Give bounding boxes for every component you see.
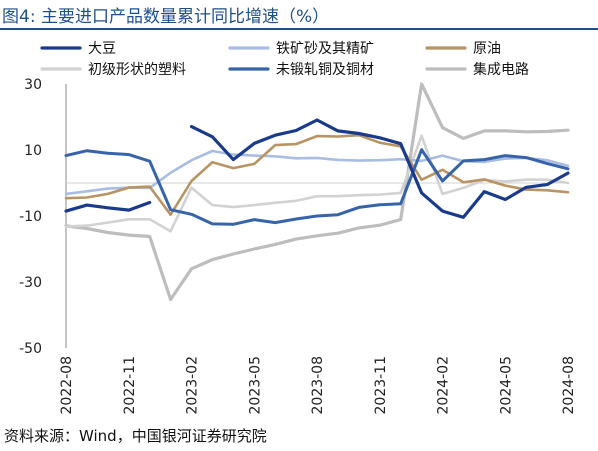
title-text: 主要进口产品数量累计同比增速（%） [40,7,330,27]
axes: 30 10 -10 -30 -50 2022-08 2022-11 2023-02 2023-0… [19,77,577,415]
x-tick-label: 2023-02 [185,356,201,415]
x-tick-label: 2024-08 [561,356,577,415]
x-tick-label: 2023-05 [247,356,263,415]
series-line-2 [64,133,570,216]
legend-label: 原油 [473,41,501,57]
title-rule [0,28,598,30]
x-tick-label: 2023-11 [373,356,389,415]
series-line-4 [64,148,570,226]
legend-label: 集成电路 [473,61,529,78]
legend-item-0: 大豆 [40,41,116,57]
legend-label: 初级形状的塑料 [88,61,186,78]
x-tick-label: 2023-08 [310,356,326,415]
series-line-0 [64,118,570,219]
legend-label: 大豆 [88,41,116,57]
y-tick-label: -30 [19,275,42,291]
legend-label: 铁矿砂及其精矿 [276,41,374,57]
x-tick-label: 2024-02 [436,356,452,415]
source-note: 资料来源：Wind，中国银河证券研究院 [4,427,267,445]
series-lines [64,82,570,302]
legend-item-5: 集成电路 [425,61,529,78]
y-tick-label: 10 [24,143,42,159]
y-tick-label: 30 [24,77,42,93]
legend-item-3: 初级形状的塑料 [40,61,186,78]
x-tick-label: 2022-08 [59,356,75,415]
x-tick-label: 2024-05 [498,356,514,415]
y-tick-label: -50 [19,341,42,357]
legend-item-2: 原油 [425,41,501,57]
legend-label: 未锻轧铜及铜材 [276,62,374,78]
figure-label: 图4: [2,7,36,27]
legend-item-1: 铁矿砂及其精矿 [228,41,374,57]
legend-item-4: 未锻轧铜及铜材 [228,62,374,78]
chart-title: 图4: 主要进口产品数量累计同比增速（%） [2,2,329,27]
y-tick-label: -10 [19,209,42,225]
line-chart: 30 10 -10 -30 -50 2022-08 2022-11 2023-02 2023-0… [19,41,577,415]
x-tick-label: 2022-11 [122,356,138,415]
series-line-5 [64,82,570,302]
